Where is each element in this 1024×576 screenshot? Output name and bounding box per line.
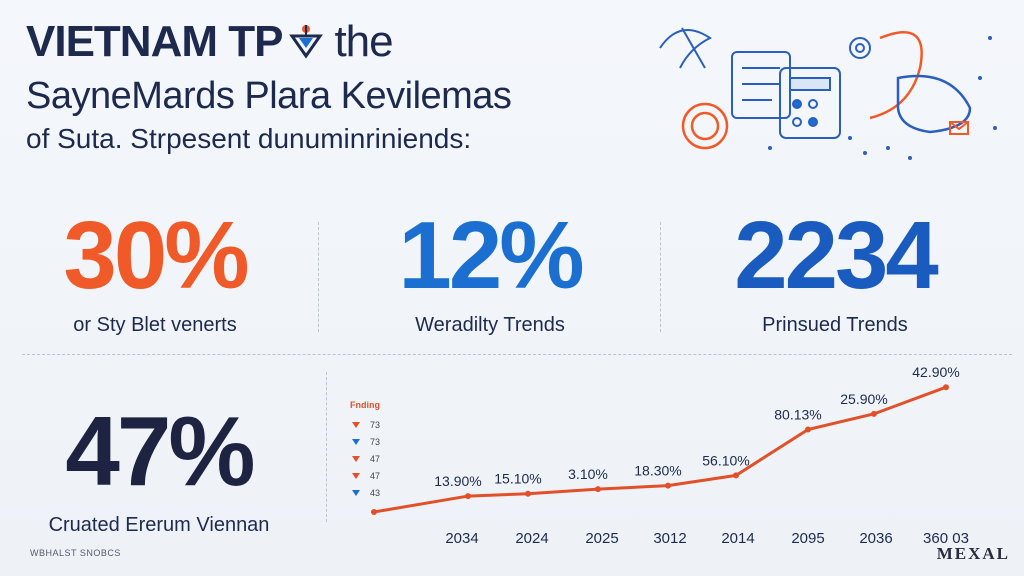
mail-icon <box>949 121 969 135</box>
data-point <box>805 426 811 433</box>
x-tick-label: 2025 <box>585 530 618 547</box>
legend-title: Fnding <box>350 400 380 410</box>
x-tick-label: 2036 <box>859 530 892 547</box>
stat-value: 30% <box>63 202 249 309</box>
pen-icon <box>659 27 712 69</box>
stat-card: 47% Cruated Ererum Viennan <box>14 402 304 537</box>
x-tick-label: 2034 <box>445 530 478 547</box>
page-title: VIETNAM TP <box>26 17 283 66</box>
data-point <box>525 490 531 497</box>
data-label: 80.13% <box>774 406 821 422</box>
data-label: 13.90% <box>434 473 481 489</box>
coin-icon <box>681 102 729 150</box>
x-tick-label: 2095 <box>791 530 824 547</box>
footer-note: WBHALST SNOBCS <box>30 548 121 558</box>
data-point <box>371 509 377 515</box>
divider-vertical-2 <box>660 222 661 332</box>
legend-marker <box>352 439 360 445</box>
stat-caption: Prinsued Trends <box>762 314 908 336</box>
stat-card: 30% or Sty Blet venerts <box>30 208 280 337</box>
stat-card: 2234 Prinsued Trends <box>700 208 970 337</box>
title-block: VIETNAM TP the SayneMards Plara Kevilema… <box>26 14 636 158</box>
legend-marker <box>352 456 360 462</box>
line-chart: Fnding 73 73 47 47 43 2034 2024 2025 3012 2014 2095… <box>318 366 1024 576</box>
data-point <box>595 486 601 493</box>
stat-value: 47% <box>65 396 255 506</box>
gear-icon <box>849 37 871 59</box>
legend-marker <box>352 473 360 479</box>
data-point <box>871 410 877 417</box>
legend-entry: 47 <box>370 471 380 481</box>
stat-value: 2234 <box>734 202 939 309</box>
divider-vertical-3 <box>326 372 327 522</box>
data-label: 18.30% <box>634 463 681 479</box>
title-line-1: VIETNAM TP the <box>26 14 636 70</box>
data-point <box>943 384 949 391</box>
brand-logo: MEXAL <box>936 544 1010 563</box>
x-tick-label: 2024 <box>515 530 548 547</box>
data-label: 3.10% <box>568 466 608 482</box>
data-label: 15.10% <box>494 471 541 487</box>
stat-card: 12% Weradilty Trends <box>370 208 610 337</box>
stat-caption: Cruated Ererum Viennan <box>48 514 270 536</box>
stat-caption: Weradilty Trends <box>415 314 565 336</box>
hero-illustration <box>650 8 1010 168</box>
x-tick-label: 2014 <box>721 530 754 547</box>
stat-caption: or Sty Blet venerts <box>73 314 237 336</box>
data-point <box>465 493 471 500</box>
checklist-icon <box>731 51 791 119</box>
x-tick-label: 3012 <box>653 530 686 547</box>
legend-marker <box>352 490 360 496</box>
data-label: 42.90% <box>912 366 959 380</box>
data-point <box>733 472 739 479</box>
data-label: 56.10% <box>702 452 749 468</box>
data-point <box>665 482 671 489</box>
page-tagline: of Suta. Strpesent dunuminriniends: <box>26 123 472 154</box>
x-tick-label: 360 03 <box>923 530 969 547</box>
legend-entry: 47 <box>370 454 380 464</box>
legend-marker <box>352 422 360 428</box>
page-subtitle: SayneMards Plara Kevilemas <box>26 75 512 117</box>
divider-vertical-1 <box>318 222 319 332</box>
legend-entry: 73 <box>370 420 380 430</box>
legend-entry: 73 <box>370 437 380 447</box>
stat-value: 12% <box>398 202 584 309</box>
data-label: 25.90% <box>840 391 887 407</box>
legend-entry: 43 <box>370 488 380 498</box>
calculator-icon <box>779 67 841 139</box>
divider-horizontal <box>22 354 1012 355</box>
emblem-icon <box>286 22 326 62</box>
chat-icon <box>869 31 972 134</box>
page-title-suffix: the <box>334 17 393 66</box>
